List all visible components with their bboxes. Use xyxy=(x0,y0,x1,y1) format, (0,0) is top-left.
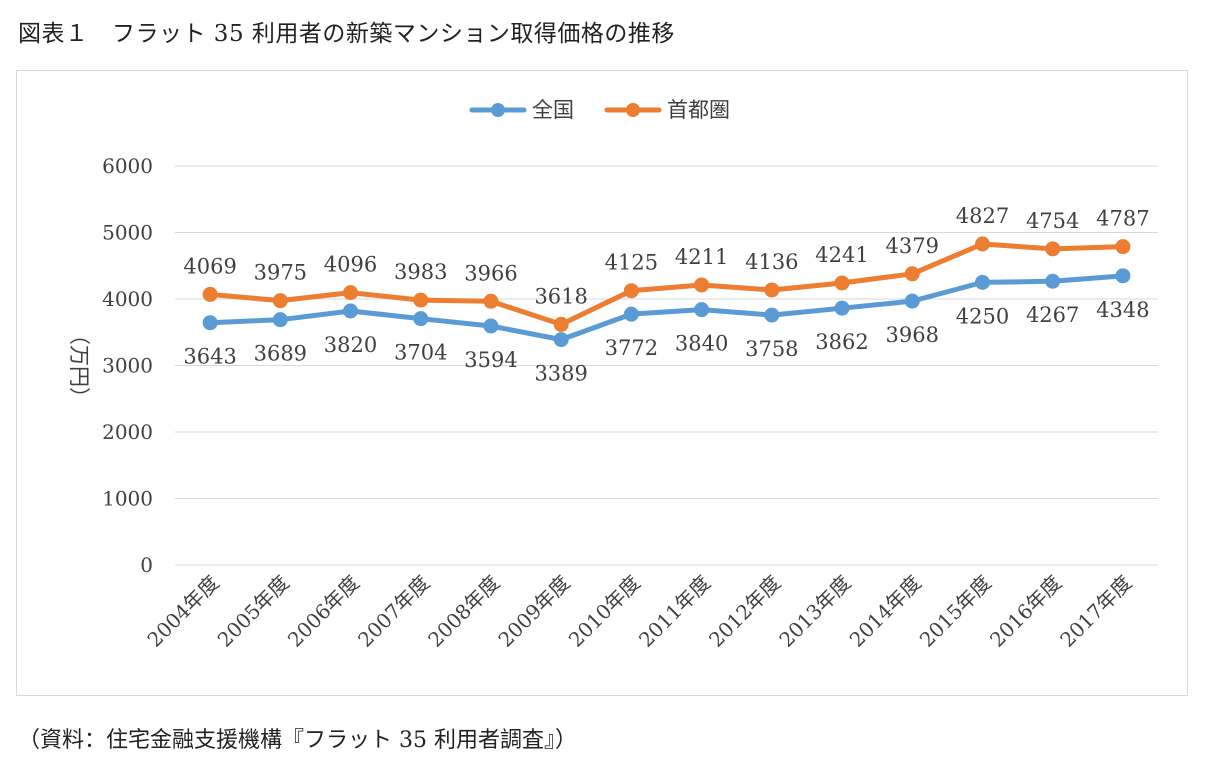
chart-frame xyxy=(16,70,1188,696)
data-point xyxy=(1045,273,1061,289)
data-point xyxy=(1115,239,1131,255)
data-label: 3968 xyxy=(886,323,939,347)
data-label: 4096 xyxy=(324,253,377,277)
series-line-capital xyxy=(207,241,1126,327)
x-tick-label: 2012年度 xyxy=(704,571,785,652)
data-point xyxy=(202,315,218,331)
x-tick-label: 2015年度 xyxy=(915,571,996,652)
data-label: 4348 xyxy=(1096,298,1149,322)
data-label: 4827 xyxy=(956,204,1009,228)
data-label: 3758 xyxy=(745,337,798,361)
y-axis-label: （万円） xyxy=(67,324,91,408)
data-point xyxy=(343,285,359,301)
y-tick-label: 2000 xyxy=(102,420,153,444)
data-label: 3862 xyxy=(815,330,868,354)
data-point xyxy=(904,293,920,309)
data-point xyxy=(272,312,288,328)
data-point xyxy=(764,307,780,323)
data-point xyxy=(272,293,288,309)
data-label: 4241 xyxy=(815,243,868,267)
y-tick-label: 5000 xyxy=(102,221,153,245)
x-tick-label: 2017年度 xyxy=(1055,571,1136,652)
x-tick-label: 2016年度 xyxy=(985,571,1066,652)
x-tick-label: 2010年度 xyxy=(564,571,645,652)
data-point xyxy=(974,236,990,252)
data-point xyxy=(483,293,499,309)
data-label: 3594 xyxy=(464,348,517,372)
data-label: 4069 xyxy=(183,254,236,278)
data-point xyxy=(694,302,710,318)
data-point xyxy=(202,286,218,302)
data-label: 4754 xyxy=(1026,209,1079,233)
y-tick-label: 6000 xyxy=(102,154,153,178)
data-label: 4136 xyxy=(745,250,798,274)
data-label: 3618 xyxy=(534,284,587,308)
data-label: 3966 xyxy=(464,261,517,285)
data-point xyxy=(1115,268,1131,284)
legend-marker xyxy=(491,103,505,117)
figure-title: 図表１ フラット 35 利用者の新築マンション取得価格の推移 xyxy=(18,21,675,47)
data-point xyxy=(904,266,920,282)
data-label: 3820 xyxy=(324,333,377,357)
data-point xyxy=(553,316,569,332)
y-tick-label: 3000 xyxy=(102,354,153,378)
data-point xyxy=(343,303,359,319)
data-point xyxy=(623,283,639,299)
data-point xyxy=(694,277,710,293)
data-label: 3840 xyxy=(675,332,728,356)
data-label: 3704 xyxy=(394,341,447,365)
data-point xyxy=(834,275,850,291)
x-tick-label: 2007年度 xyxy=(353,571,434,652)
y-tick-label: 0 xyxy=(140,553,153,577)
data-label: 4250 xyxy=(956,304,1009,328)
data-point xyxy=(413,292,429,308)
data-label: 4211 xyxy=(675,245,728,269)
y-tick-label: 1000 xyxy=(102,487,153,511)
x-tick-label: 2013年度 xyxy=(774,571,855,652)
x-tick-label: 2009年度 xyxy=(493,571,574,652)
x-tick-label: 2011年度 xyxy=(634,571,715,652)
x-tick-label: 2004年度 xyxy=(142,571,223,652)
data-label: 4125 xyxy=(605,251,658,275)
data-label: 4787 xyxy=(1096,207,1149,231)
data-point xyxy=(1045,241,1061,257)
legend-label: 首都圏 xyxy=(667,98,730,122)
data-label: 3643 xyxy=(183,345,236,369)
data-point xyxy=(974,274,990,290)
data-label: 3389 xyxy=(534,362,587,386)
source-note: （資料：住宅金融支援機構『フラット 35 利用者調査』） xyxy=(18,728,577,753)
x-tick-label: 2006年度 xyxy=(283,571,364,652)
legend-label: 全国 xyxy=(532,98,574,122)
series-line-national xyxy=(207,273,1126,343)
x-tick-label: 2014年度 xyxy=(845,571,926,652)
data-point xyxy=(553,332,569,348)
data-point xyxy=(413,311,429,327)
data-label: 3689 xyxy=(254,342,307,366)
line-chart: 0 1000 2000 3000 4000 5000 6000 （万円） 2004年度2005年… xyxy=(67,98,1158,652)
data-point xyxy=(834,300,850,316)
legend-marker xyxy=(626,103,640,117)
x-tick-label: 2008年度 xyxy=(423,571,504,652)
data-point xyxy=(623,306,639,322)
x-tick-label: 2005年度 xyxy=(213,571,294,652)
data-label: 3983 xyxy=(394,260,447,284)
data-point xyxy=(764,282,780,298)
data-label: 3772 xyxy=(605,336,658,360)
y-tick-label: 4000 xyxy=(102,287,153,311)
data-label: 4267 xyxy=(1026,303,1079,327)
data-label: 4379 xyxy=(886,234,939,258)
data-label: 3975 xyxy=(254,261,307,285)
data-point xyxy=(483,318,499,334)
